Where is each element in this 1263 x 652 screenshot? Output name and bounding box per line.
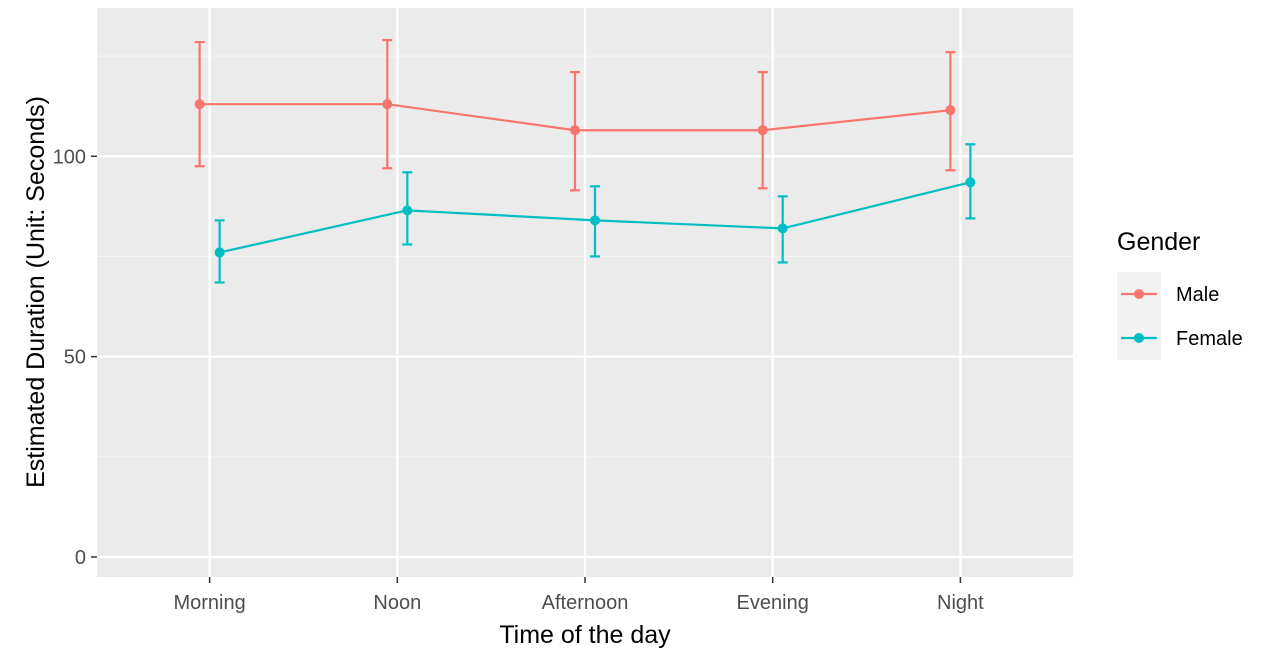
data-point	[382, 99, 393, 110]
data-point	[194, 99, 205, 110]
data-point	[590, 215, 600, 226]
data-point	[777, 223, 788, 234]
x-axis-ticks: Morning Noon Afternoon Evening Night	[173, 577, 984, 614]
legend-title: Gender	[1117, 228, 1200, 256]
y-tick-label: 100	[53, 146, 86, 168]
series-female	[214, 143, 976, 284]
data-point	[570, 125, 580, 136]
series-layer	[194, 38, 976, 284]
legend: Gender Male Female	[1117, 228, 1243, 360]
legend-key-point	[1134, 333, 1144, 343]
y-tick-label: 0	[75, 547, 86, 569]
y-axis-title: Estimated Duration (Unit: Seconds)	[22, 96, 50, 488]
major-gridlines	[97, 8, 1073, 577]
legend-key-point	[1134, 289, 1144, 299]
x-tick-label: Morning	[173, 592, 245, 614]
x-tick-label: Noon	[373, 592, 421, 614]
data-point	[214, 247, 225, 258]
data-point	[757, 125, 768, 136]
x-tick-label: Afternoon	[542, 592, 629, 614]
data-point	[965, 177, 976, 188]
legend-label: Male	[1176, 284, 1219, 306]
y-tick-label: 50	[64, 347, 86, 369]
data-point	[945, 105, 956, 116]
y-axis-ticks: 0 50 100	[53, 146, 97, 569]
series-male	[194, 38, 956, 192]
x-axis-title: Time of the day	[499, 621, 671, 649]
legend-items: Male Female	[1117, 272, 1243, 360]
legend-item-male: Male	[1117, 272, 1219, 316]
data-point	[402, 205, 413, 216]
x-tick-label: Night	[937, 592, 984, 614]
x-tick-label: Evening	[737, 592, 809, 614]
legend-label: Female	[1176, 328, 1243, 350]
legend-item-female: Female	[1117, 316, 1243, 360]
